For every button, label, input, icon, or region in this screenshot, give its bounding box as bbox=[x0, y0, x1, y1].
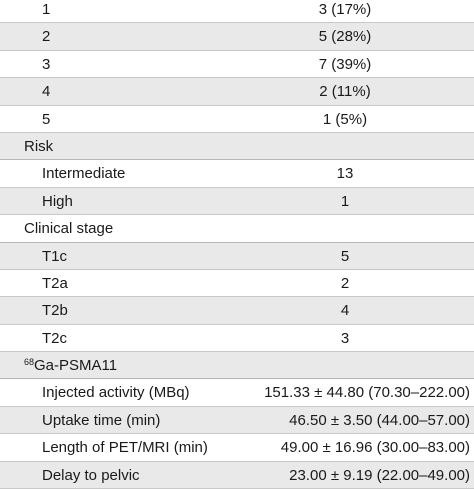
row-value: 1 bbox=[340, 192, 350, 210]
row-value: 151.33 ± 44.80 (70.30–222.00) bbox=[264, 384, 470, 402]
row-label: High bbox=[42, 188, 73, 215]
section-label: Risk bbox=[24, 133, 53, 160]
row-label-text: Intermediate bbox=[42, 165, 126, 183]
row-label: 4 bbox=[42, 78, 50, 105]
table-row: T2c 3 bbox=[0, 325, 474, 353]
row-label: T2a bbox=[42, 270, 68, 297]
row-value: 5 bbox=[340, 247, 350, 265]
table-row: 3 7 (39%) bbox=[0, 51, 474, 79]
row-label-text: Length of PET/MRI (min) bbox=[42, 439, 208, 457]
row-label-text: T2a bbox=[42, 274, 68, 292]
section-label: Clinical stage bbox=[24, 215, 113, 242]
row-label-text: Uptake time (min) bbox=[42, 411, 161, 429]
row-label-text: 4 bbox=[42, 83, 51, 101]
row-label: T1c bbox=[42, 243, 67, 270]
row-value: 5 (28%) bbox=[318, 28, 372, 46]
row-value: 23.00 ± 9.19 (22.00–49.00) bbox=[289, 466, 470, 484]
row-label-text: High bbox=[42, 192, 73, 210]
row-label: Uptake time (min) bbox=[42, 407, 160, 434]
row-value: 2 (11%) bbox=[319, 83, 371, 101]
row-label: 1 bbox=[42, 0, 50, 23]
row-label-text: 3 bbox=[42, 55, 51, 73]
table-row: Uptake time (min) 46.50 ± 3.50 (44.00–57.… bbox=[0, 406, 474, 435]
table-section-row: Risk bbox=[0, 132, 474, 161]
table-row: 1 3 (17%) bbox=[0, 0, 474, 24]
row-label-text: Ga-PSMA11 bbox=[34, 357, 118, 375]
table-section-row: 68Ga-PSMA11 bbox=[0, 352, 474, 380]
table-row: 5 1 (5%) bbox=[0, 106, 474, 133]
row-label-text: Injected activity (MBq) bbox=[42, 384, 190, 402]
row-value: 4 bbox=[340, 302, 350, 320]
row-label: Length of PET/MRI (min) bbox=[42, 434, 208, 461]
table-row: Intermediate 13 bbox=[0, 160, 474, 188]
table-row: Injected activity (MBq) 151.33 ± 44.80 (7… bbox=[0, 379, 474, 407]
row-label-text: Delay to pelvic bbox=[42, 466, 140, 484]
table-row: T1c 5 bbox=[0, 242, 474, 270]
section-label: 68Ga-PSMA11 bbox=[24, 352, 117, 379]
row-value: 1 (5%) bbox=[322, 110, 368, 128]
row-label-text: 5 bbox=[42, 110, 51, 128]
row-label-text: Clinical stage bbox=[24, 220, 114, 238]
table-row: Length of PET/MRI (min) 49.00 ± 16.96 (30… bbox=[0, 434, 474, 462]
isotope-superscript: 68 bbox=[24, 357, 35, 368]
row-label-text: 1 bbox=[42, 1, 51, 18]
row-label: Intermediate bbox=[42, 160, 125, 187]
table-row: Delay to pelvic 23.00 ± 9.19 (22.00–49.00… bbox=[0, 461, 474, 489]
row-label: 2 bbox=[42, 23, 50, 50]
row-label-text: Risk bbox=[24, 137, 54, 155]
row-label: Delay to pelvic bbox=[42, 462, 140, 489]
row-label: 5 bbox=[42, 106, 50, 133]
table-row: 4 2 (11%) bbox=[0, 78, 474, 106]
row-label-text: T2b bbox=[42, 302, 68, 320]
row-label-text: T2c bbox=[42, 329, 68, 347]
row-label: Injected activity (MBq) bbox=[42, 379, 190, 406]
row-label-text: T1c bbox=[42, 247, 68, 265]
table-row: T2b 4 bbox=[0, 297, 474, 325]
row-value: 49.00 ± 16.96 (30.00–83.00) bbox=[280, 439, 470, 457]
row-value: 7 (39%) bbox=[318, 55, 372, 73]
row-label-text: 2 bbox=[42, 28, 51, 46]
row-label: T2c bbox=[42, 325, 67, 352]
row-value: 46.50 ± 3.50 (44.00–57.00) bbox=[289, 411, 470, 429]
table-section-row: Clinical stage bbox=[0, 215, 474, 243]
row-value: 2 bbox=[340, 274, 350, 292]
row-value: 13 bbox=[336, 165, 354, 183]
row-label: T2b bbox=[42, 297, 68, 324]
row-label: 3 bbox=[42, 51, 50, 78]
table-row: High 1 bbox=[0, 187, 474, 216]
row-value: 3 (17%) bbox=[318, 1, 372, 18]
row-value: 3 bbox=[340, 329, 350, 347]
table-row: T2a 2 bbox=[0, 270, 474, 298]
table-row: 2 5 (28%) bbox=[0, 23, 474, 51]
